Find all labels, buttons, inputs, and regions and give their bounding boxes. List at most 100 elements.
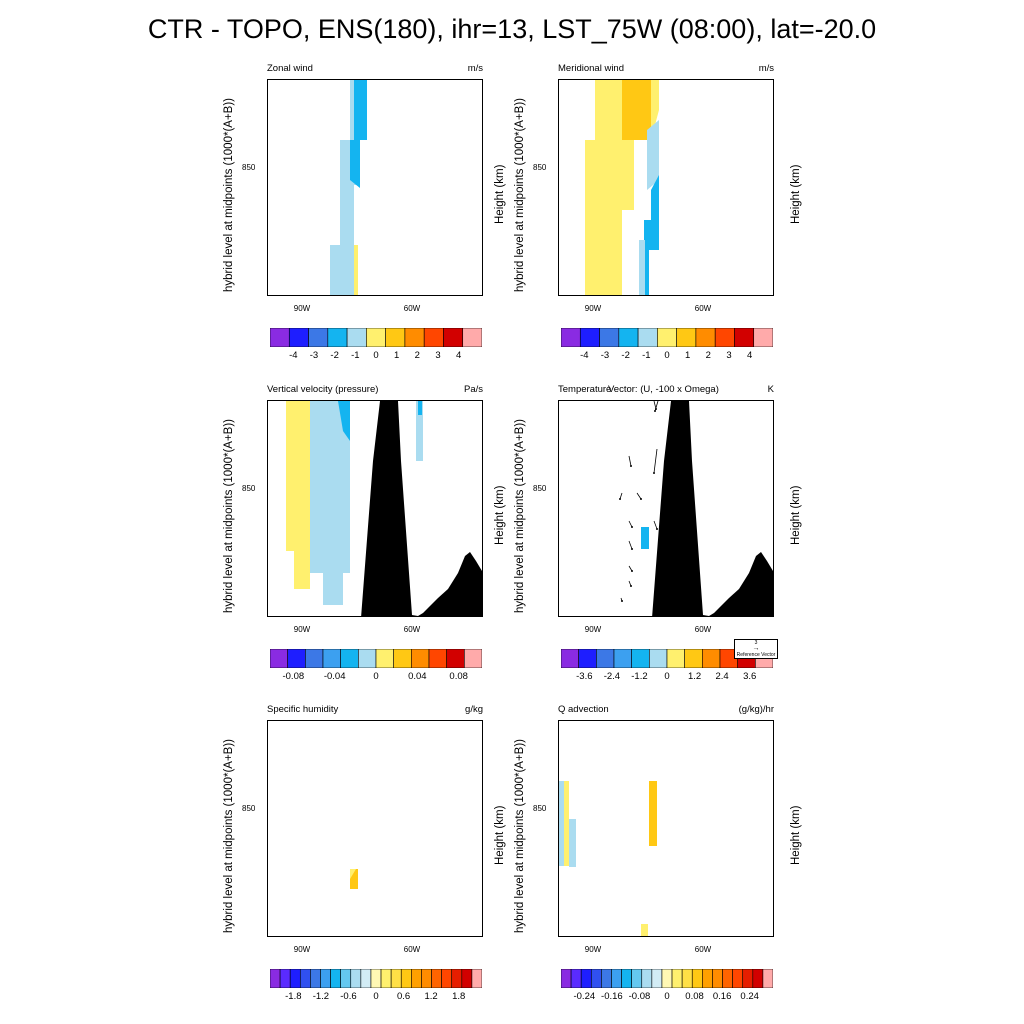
colorbar-label: -3.6 — [576, 671, 593, 682]
colorbar-label: 2 — [414, 350, 420, 361]
colorbar-swatch — [428, 649, 447, 668]
colorbar-swatch — [601, 969, 612, 988]
x-tick-label: 60W — [694, 304, 712, 313]
colorbar-swatch — [702, 969, 713, 988]
shaded-region — [595, 80, 622, 295]
colorbar-swatch — [734, 328, 755, 347]
colorbar-swatch — [366, 328, 386, 347]
panel-title: Zonal wind — [267, 63, 313, 74]
shaded-region — [649, 781, 657, 846]
colorbar-swatch — [702, 649, 721, 668]
plot-area — [267, 79, 483, 296]
colorbar-swatch — [287, 649, 306, 668]
colorbar-label: 0.16 — [712, 991, 732, 1002]
colorbar-swatch — [358, 649, 377, 668]
colorbar-swatch — [661, 969, 673, 988]
colorbar-swatch — [651, 969, 663, 988]
colorbar-swatch — [380, 969, 392, 988]
shaded-region — [644, 220, 652, 250]
colorbar-swatch — [400, 969, 412, 988]
colorbar-label: -0.6 — [340, 991, 357, 1002]
height-axis-label-right: Height (km) — [790, 164, 802, 224]
colorbar-swatch — [570, 969, 582, 988]
colorbar-label: 2.4 — [715, 671, 729, 682]
shaded-region — [622, 140, 634, 210]
colorbar-label: -0.08 — [628, 991, 651, 1002]
colorbar-label: 2 — [705, 350, 711, 361]
colorbar-label: -4 — [289, 350, 298, 361]
panel-title: Temperature — [558, 384, 612, 395]
shaded-region — [294, 551, 310, 589]
colorbar-swatch — [684, 649, 703, 668]
plot-area — [267, 720, 483, 937]
colorbar-swatch — [464, 649, 482, 668]
y-axis-label: hybrid level at midpoints (1000*(A+B)) — [223, 419, 235, 613]
colorbar-label: 3 — [435, 350, 441, 361]
colorbar-label: 1.2 — [687, 671, 702, 682]
shaded-region — [647, 120, 659, 190]
colorbar-label: -1.2 — [312, 991, 330, 1002]
colorbar-label: -2 — [621, 350, 630, 361]
colorbar-label: 1.2 — [424, 991, 438, 1002]
wind-vector — [653, 448, 658, 474]
panel-units: m/s — [467, 63, 483, 74]
colorbar-swatches — [561, 328, 773, 347]
panel-units: Pa/s — [463, 384, 483, 395]
panel-title: Q advection — [558, 704, 609, 715]
colorbar-swatch — [370, 969, 382, 988]
y-tick-label: 850 — [242, 163, 256, 172]
colorbar-swatch — [561, 969, 572, 988]
plot-canvas — [286, 401, 482, 616]
y-tick-label: 850 — [533, 163, 547, 172]
y-axis-label: hybrid level at midpoints (1000*(A+B)) — [223, 98, 235, 292]
colorbar-swatch — [411, 649, 430, 668]
x-tick-label: 60W — [403, 625, 421, 634]
y-tick-label: 850 — [533, 804, 547, 813]
wind-vector — [636, 492, 642, 500]
colorbar-swatch — [641, 969, 653, 988]
colorbar-swatch — [393, 649, 412, 668]
plot-canvas — [585, 80, 659, 295]
colorbar-label: -1 — [351, 350, 360, 361]
page-title: CTR - TOPO, ENS(180), ihr=13, LST_75W (0… — [147, 14, 877, 44]
y-tick-label: 850 — [533, 484, 547, 493]
colorbar-swatch — [471, 969, 482, 988]
shaded-region — [639, 240, 645, 295]
terrain — [361, 401, 482, 616]
shaded-region — [323, 573, 343, 605]
colorbar-swatch — [611, 969, 622, 988]
colorbar-label: -2.4 — [603, 671, 621, 682]
colorbar-swatch — [461, 969, 473, 988]
plot-canvas — [619, 401, 773, 616]
shaded-region — [330, 245, 358, 295]
colorbar-swatches — [270, 969, 482, 988]
colorbar-swatch — [404, 328, 425, 347]
wind-vector-head — [621, 600, 623, 602]
panel-subtitle: Vector: (U, -100 x Omega) — [608, 384, 719, 395]
plot-area — [558, 79, 774, 296]
colorbar-swatch — [712, 969, 723, 988]
shaded-region — [350, 80, 354, 140]
colorbar-label: -3 — [600, 350, 610, 361]
y-axis-label: hybrid level at midpoints (1000*(A+B)) — [514, 419, 526, 613]
colorbar-label: 0.08 — [685, 991, 704, 1002]
colorbar-label: -1.8 — [285, 991, 302, 1002]
colorbar-swatch — [671, 969, 683, 988]
colorbar-swatch — [308, 328, 329, 347]
shaded-region — [350, 869, 356, 879]
y-axis-label: hybrid level at midpoints (1000*(A+B)) — [514, 98, 526, 292]
plot-area — [267, 400, 483, 617]
colorbar-swatch — [753, 328, 773, 347]
colorbar-swatch — [360, 969, 372, 988]
terrain — [652, 401, 773, 616]
colorbar-swatch — [695, 328, 716, 347]
colorbar-swatch — [288, 328, 309, 347]
colorbar-label: -1.2 — [631, 671, 648, 682]
colorbar-label: -4 — [580, 350, 589, 361]
colorbar-swatch — [375, 649, 394, 668]
height-axis-label-right: Height (km) — [790, 485, 802, 545]
x-tick-label: 90W — [584, 304, 602, 313]
colorbar-swatch — [621, 969, 632, 988]
colorbar-swatches — [270, 649, 482, 668]
shaded-region — [418, 401, 422, 415]
